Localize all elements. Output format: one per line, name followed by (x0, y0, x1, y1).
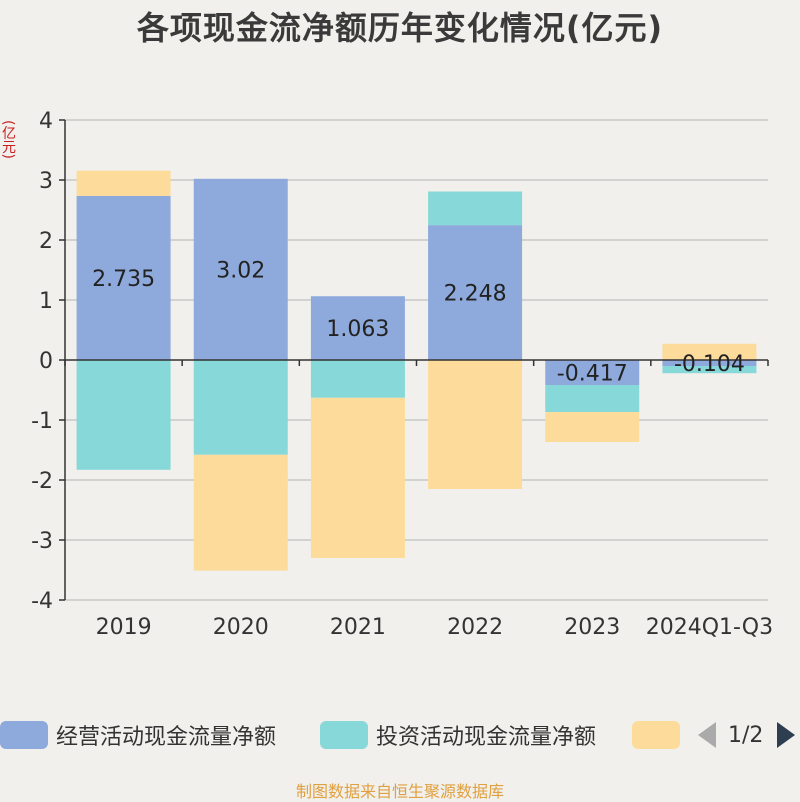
data-label: -0.104 (674, 352, 745, 377)
x-tick-label: 2021 (330, 615, 386, 640)
legend-item-investing[interactable]: 投资活动现金流量净额 (320, 715, 596, 755)
bar-2022-series-2 (428, 360, 523, 489)
legend-item-financing[interactable] (632, 715, 688, 755)
bar-2019-series-2 (76, 170, 171, 196)
y-tick-label: -1 (31, 409, 53, 434)
data-label: -0.417 (557, 362, 628, 387)
y-axis-unit: (亿元) (0, 120, 16, 159)
y-tick-label: -4 (31, 589, 53, 614)
data-label: 1.063 (326, 317, 389, 342)
bar-2023-series-0 (545, 360, 640, 386)
data-label: 2.735 (92, 267, 155, 292)
x-tick-label: 2022 (447, 615, 503, 640)
x-tick-label: 2019 (96, 615, 152, 640)
y-tick-label: 2 (39, 229, 53, 254)
legend-swatch-operating (0, 721, 48, 749)
bar-2021-series-0 (310, 296, 405, 360)
chart-title: 各项现金流净额历年变化情况(亿元) (136, 9, 664, 47)
bar-2024Q1-Q3-series-1 (662, 366, 757, 374)
bar-2022-series-0 (428, 225, 523, 360)
legend-swatch-investing (320, 721, 368, 749)
y-tick-label: 3 (39, 169, 53, 194)
bar-2021-series-1 (310, 360, 405, 398)
chart-plot: -4 -3 -2 -1 0 1 2 3 4 2019 2020 2021 2022 2023 2024Q1-… (31, 109, 773, 640)
legend-label-investing: 投资活动现金流量净额 (376, 725, 597, 750)
source-note: 制图数据来自恒生聚源数据库 (295, 782, 504, 801)
bar-2023-series-1 (545, 385, 640, 413)
bar-2020-series-0 (193, 178, 288, 360)
y-tick-label: 0 (39, 349, 53, 374)
bar-2021-series-2 (310, 397, 405, 558)
legend-label-operating: 经营活动现金流量净额 (56, 725, 277, 750)
x-tick-label: 2023 (564, 615, 620, 640)
bar-2020-series-2 (193, 454, 288, 571)
legend-page-indicator: 1/2 (728, 722, 764, 748)
bar-2019-series-1 (76, 360, 171, 470)
bar-2019-series-0 (76, 195, 171, 360)
y-tick-label: 4 (39, 109, 53, 134)
y-tick-label: -3 (31, 529, 53, 554)
next-page-icon[interactable] (777, 722, 796, 748)
bar-2022-series-1 (428, 191, 523, 226)
bar-2024Q1-Q3-series-0 (662, 360, 757, 366)
bar-2023-series-2 (545, 412, 640, 443)
legend-item-operating[interactable]: 经营活动现金流量净额 (0, 715, 276, 755)
data-label: 3.02 (216, 258, 265, 283)
bar-2020-series-1 (193, 360, 288, 455)
previous-page-icon[interactable] (698, 722, 716, 748)
x-tick-label: 2024Q1-Q3 (646, 615, 773, 640)
legend-swatch-financing (632, 721, 680, 749)
x-tick-label: 2020 (213, 615, 269, 640)
bar-2024Q1-Q3-series-2 (662, 343, 757, 360)
legend: 经营活动现金流量净额 投资活动现金流量净额 1/2 (0, 715, 800, 755)
data-label: 2.248 (444, 282, 507, 307)
legend-pager: 1/2 (698, 715, 796, 755)
y-tick-label: 1 (39, 289, 53, 314)
y-tick-label: -2 (31, 469, 53, 494)
